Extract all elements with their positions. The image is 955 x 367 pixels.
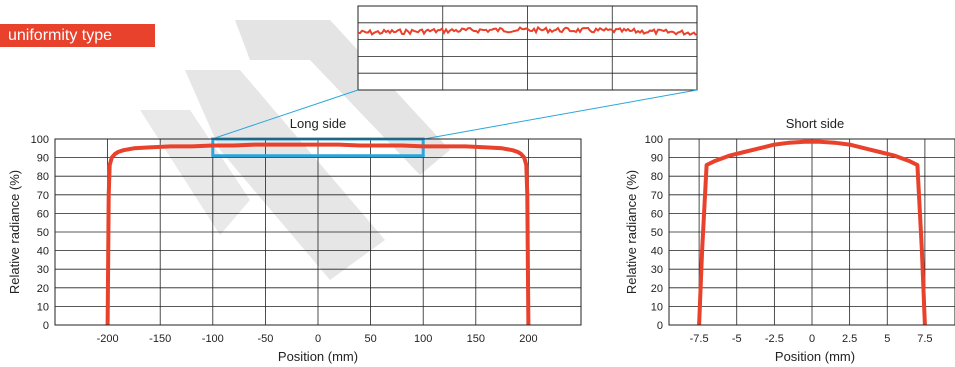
long-y-tick-label: 30	[37, 264, 49, 276]
long-y-tick-label: 70	[37, 190, 49, 202]
short-x-tick-label: 5	[884, 333, 890, 345]
short-x-tick-label: -5	[732, 333, 742, 345]
short-y-tick-label: 50	[651, 227, 663, 239]
long-y-tick-label: 90	[37, 153, 49, 165]
uniformity-type-tag: uniformity type	[0, 24, 155, 47]
short-y-tick-label: 70	[651, 190, 663, 202]
short-y-tick-label: 100	[645, 134, 663, 146]
long-x-tick-label: -50	[257, 333, 273, 345]
long-x-tick-label: 50	[364, 333, 376, 345]
long-x-tick-label: 200	[519, 333, 537, 345]
long-x-tick-label: -100	[202, 333, 224, 345]
short-x-tick-label: 0	[809, 333, 815, 345]
short-side-series-line	[697, 139, 927, 326]
short-y-tick-label: 90	[651, 153, 663, 165]
long-x-tick-label: 100	[414, 333, 432, 345]
long-x-tick-label: -200	[97, 333, 119, 345]
long-y-tick-label: 60	[37, 208, 49, 220]
short-y-tick-label: 20	[651, 283, 663, 295]
short-y-tick-label: 0	[657, 320, 663, 332]
long-chart-title: Long side	[290, 116, 346, 131]
long-x-tick-label: 150	[467, 333, 485, 345]
short-y-axis-label: Relative radiance (%)	[624, 170, 639, 294]
long-y-tick-label: 20	[37, 283, 49, 295]
long-y-axis-label: Relative radiance (%)	[7, 170, 22, 294]
long-y-tick-label: 0	[43, 320, 49, 332]
short-x-tick-label: -2.5	[765, 333, 784, 345]
short-plot-frame	[668, 138, 955, 326]
short-chart-title: Short side	[786, 116, 845, 131]
zoom-connector-right	[423, 89, 698, 140]
short-y-tick-label: 80	[651, 171, 663, 183]
long-y-tick-label: 10	[37, 301, 49, 313]
long-x-tick-label: -150	[149, 333, 171, 345]
long-side-series-line	[105, 142, 531, 326]
short-x-tick-label: 2.5	[842, 333, 857, 345]
short-x-axis-label: Position (mm)	[775, 349, 855, 364]
inset-series-line	[357, 25, 697, 36]
short-x-tick-label: -7.5	[690, 333, 709, 345]
long-x-axis-label: Position (mm)	[278, 349, 358, 364]
short-y-tick-label: 60	[651, 208, 663, 220]
long-y-tick-label: 50	[37, 227, 49, 239]
long-y-tick-label: 100	[31, 134, 49, 146]
short-y-tick-label: 40	[651, 246, 663, 258]
long-x-tick-label: 0	[315, 333, 321, 345]
zoom-connector-left	[211, 89, 359, 140]
short-x-tick-label: 7.5	[917, 333, 932, 345]
short-y-tick-label: 30	[651, 264, 663, 276]
short-y-tick-label: 10	[651, 301, 663, 313]
long-plot-frame	[54, 138, 582, 326]
long-y-tick-label: 80	[37, 171, 49, 183]
long-y-tick-label: 40	[37, 246, 49, 258]
